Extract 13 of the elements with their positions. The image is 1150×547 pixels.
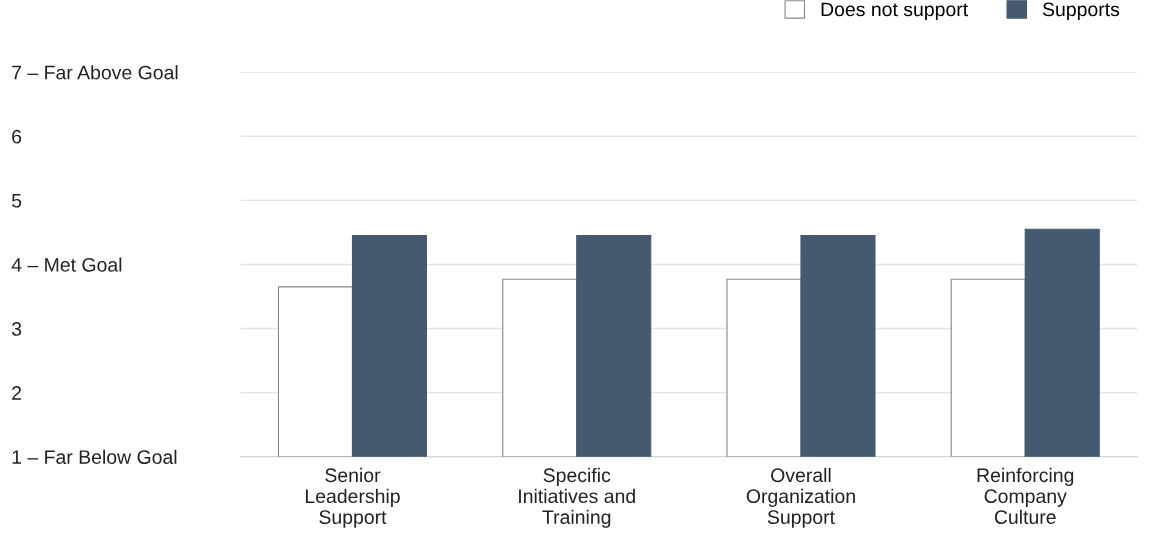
x-tick-label: Specific Initiatives and Training: [519, 467, 635, 528]
y-tick-label: 4 – Met Goal: [11, 257, 122, 272]
y-tick-label: 6: [12, 129, 22, 144]
x-tick-label: Reinforcing Company Culture: [977, 467, 1074, 525]
legend-label: Does not support: [821, 2, 969, 21]
y-tick-label: 7 – Far Above Goal: [12, 65, 178, 80]
y-tick-label: 5: [11, 194, 22, 208]
x-tick-label: Senior Leadership Support: [305, 467, 400, 528]
x-tick-label: Overall Organization Support: [746, 467, 855, 528]
y-tick-label: 3: [11, 322, 22, 336]
legend-label: Supports: [1042, 2, 1120, 21]
y-tick-label: 2: [12, 386, 22, 400]
y-tick-label: 1 – Far Below Goal: [12, 449, 177, 464]
